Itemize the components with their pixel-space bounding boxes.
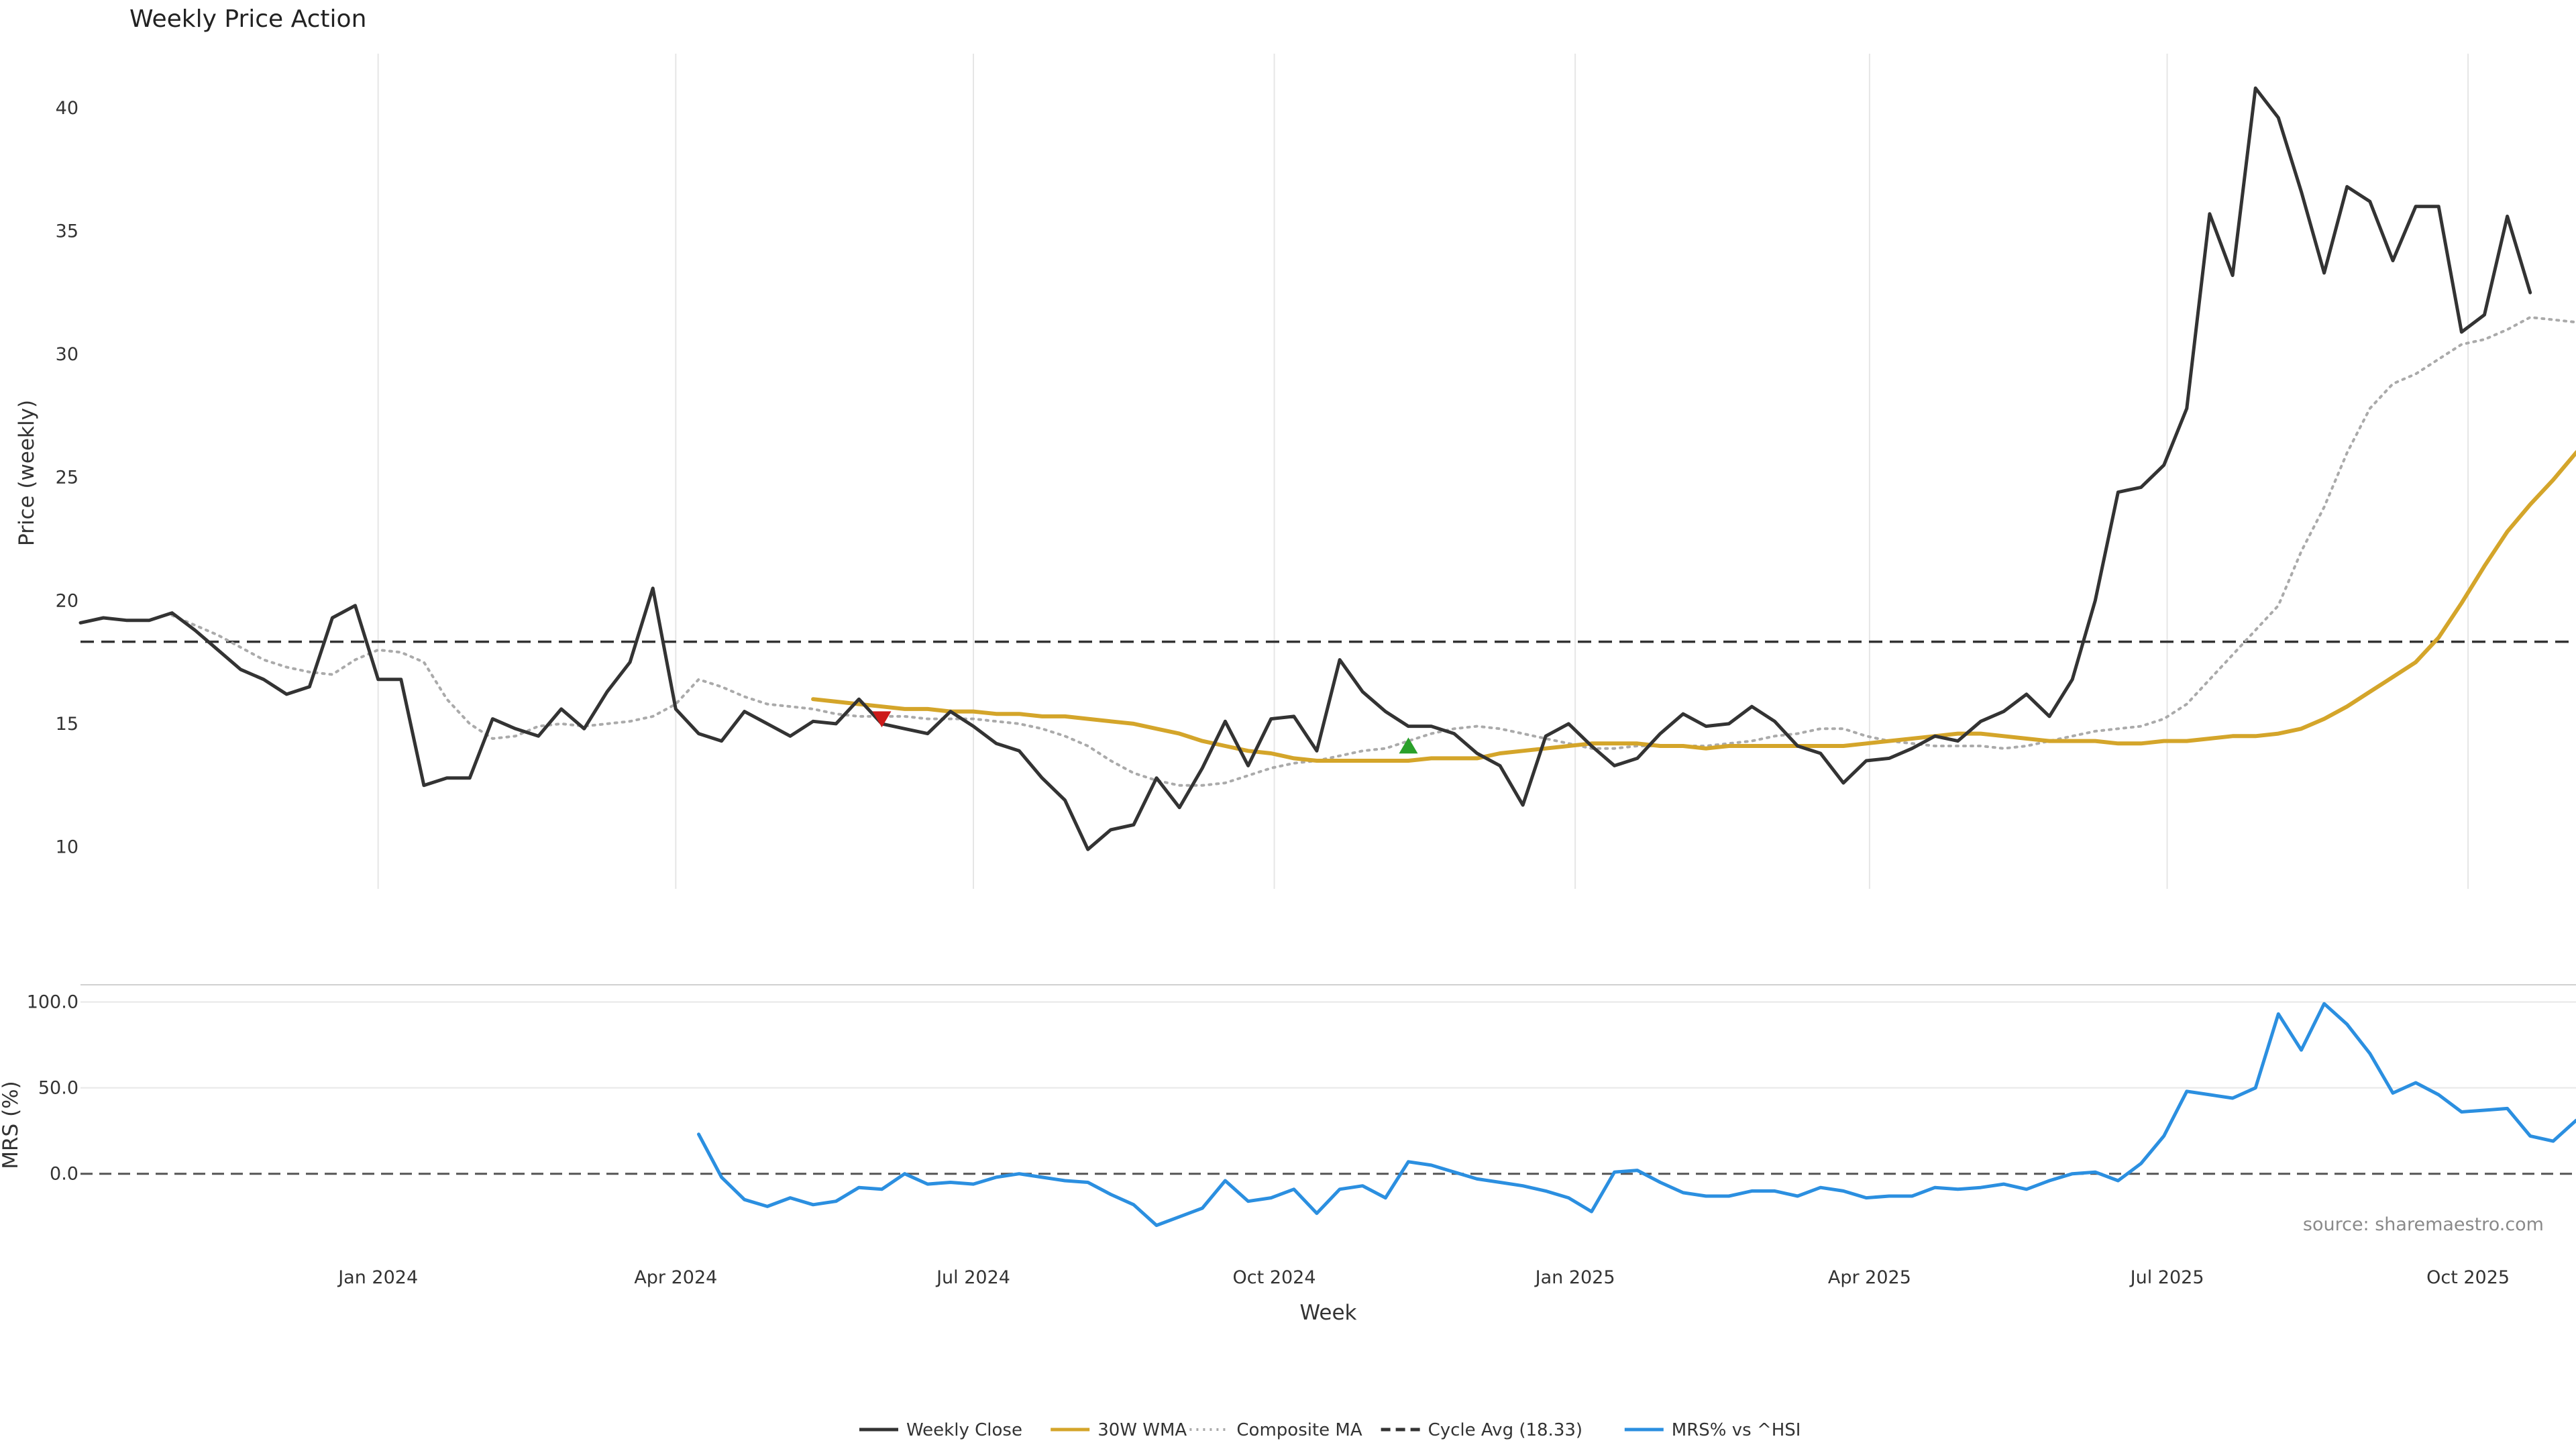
- chart-title: Weekly Price Action: [129, 5, 366, 33]
- mrs-y-tick-label: 0.0: [50, 1164, 78, 1185]
- legend-label: MRS% vs ^HSI: [1672, 1420, 1801, 1440]
- x-tick-label: Apr 2024: [634, 1267, 717, 1288]
- x-tick-label: Jan 2025: [1534, 1267, 1615, 1288]
- price-y-tick-label: 15: [56, 714, 78, 735]
- x-tick-label: Apr 2025: [1828, 1267, 1911, 1288]
- price-y-axis-ticks: 10 15 20 25 30 35 40: [56, 98, 78, 858]
- x-tick-label: Oct 2025: [2426, 1267, 2510, 1288]
- price-y-tick-label: 30: [56, 344, 78, 365]
- sell-signal-marker: [872, 711, 892, 728]
- price-y-tick-label: 40: [56, 98, 78, 119]
- x-tick-label: Jul 2025: [2129, 1267, 2204, 1288]
- mrs-y-axis-ticks: 0.0 50.0 100.0: [27, 992, 78, 1185]
- mrs-y-tick-label: 100.0: [27, 992, 78, 1013]
- source-note: source: sharemaestro.com: [2303, 1214, 2544, 1235]
- x-axis-ticks: Jan 2024 Apr 2024 Jul 2024 Oct 2024 Jan 2025…: [337, 1267, 2510, 1288]
- mrs-y-axis-title: MRS (%): [0, 1081, 23, 1169]
- price-y-tick-label: 10: [56, 837, 78, 858]
- price-y-tick-label: 20: [56, 590, 78, 611]
- mrs-y-tick-label: 50.0: [38, 1078, 78, 1099]
- mrs-panel-grid: [80, 984, 2576, 1089]
- price-y-axis-title: Price (weekly): [15, 400, 39, 546]
- legend-label: Cycle Avg (18.33): [1428, 1420, 1582, 1440]
- mrs-line: [697, 1002, 2576, 1228]
- price-y-tick-label: 35: [56, 221, 78, 241]
- legend-label: 30W WMA: [1097, 1420, 1187, 1440]
- series-layer: [78, 86, 2576, 1228]
- wma-30w-line: [811, 449, 2576, 763]
- x-tick-label: Jan 2024: [337, 1267, 418, 1288]
- legend-label: Weekly Close: [906, 1420, 1022, 1440]
- legend-label: Composite MA: [1236, 1420, 1362, 1440]
- x-tick-label: Oct 2024: [1233, 1267, 1316, 1288]
- x-tick-label: Jul 2024: [935, 1267, 1010, 1288]
- price-y-tick-label: 25: [56, 468, 78, 488]
- chart-legend: Weekly Close 30W WMA Composite MA Cycle Avg…: [859, 1420, 1801, 1440]
- weekly-close-line: [78, 86, 2532, 851]
- price-panel-grid: [377, 54, 2469, 889]
- composite-ma-line: [170, 316, 2576, 787]
- x-axis-title: Week: [1300, 1301, 1357, 1325]
- buy-signal-marker: [1399, 737, 1418, 754]
